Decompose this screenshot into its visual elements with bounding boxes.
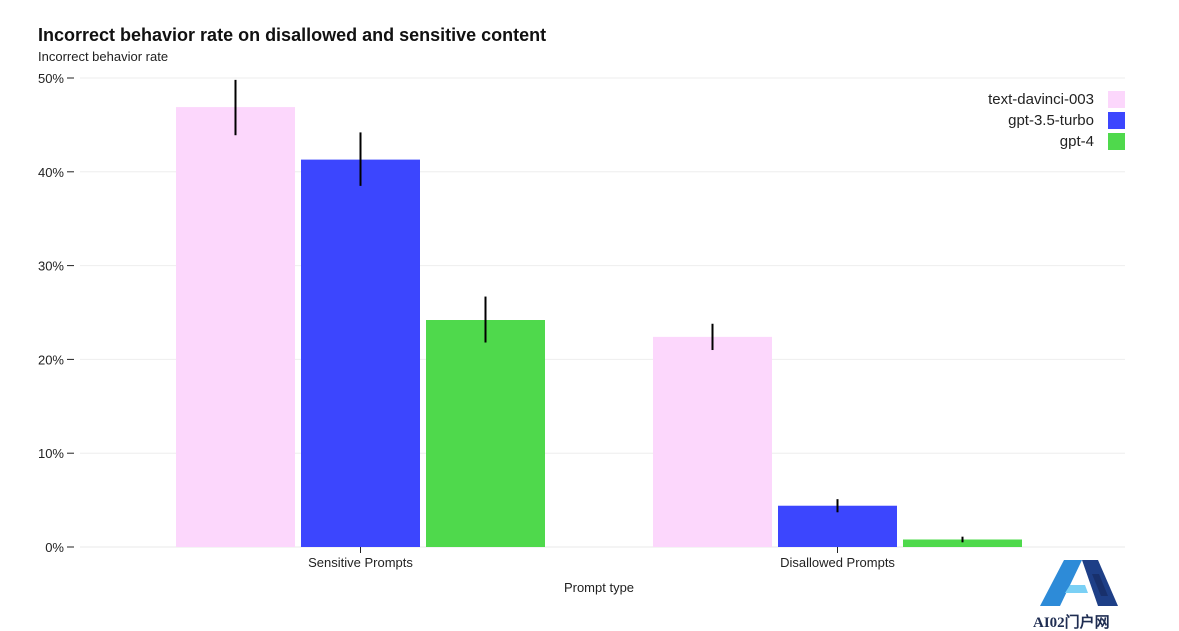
y-axis-label: Incorrect behavior rate xyxy=(38,49,168,64)
category-layer: Sensitive Prompts Disallowed Prompts xyxy=(308,547,895,570)
y-tick-label: 30% xyxy=(38,259,64,274)
legend-label: text-davinci-003 xyxy=(988,91,1094,108)
legend-swatch xyxy=(1108,112,1125,129)
bar-text-davinci-003-sensitive-prompts xyxy=(176,107,295,547)
tick-layer: 0% 10% 20% 30% 40% 50% xyxy=(38,71,74,555)
x-axis-label: Prompt type xyxy=(564,580,634,595)
legend-label: gpt-4 xyxy=(1060,133,1094,150)
bar-gpt-3-5-turbo-disallowed-prompts xyxy=(778,505,897,547)
y-tick-label: 40% xyxy=(38,165,64,180)
bar-gpt-4-disallowed-prompts xyxy=(903,539,1022,547)
y-tick-label: 10% xyxy=(38,446,64,461)
legend-swatch xyxy=(1108,91,1125,108)
y-tick-label: 20% xyxy=(38,352,64,367)
bar-text-davinci-003-disallowed-prompts xyxy=(653,336,772,547)
chart-title: Incorrect behavior rate on disallowed an… xyxy=(38,25,546,45)
bar-layer xyxy=(176,107,1022,547)
y-tick-label: 0% xyxy=(45,540,64,555)
legend-label: gpt-3.5-turbo xyxy=(1008,112,1094,129)
watermark-text: AI02门户网 xyxy=(1033,613,1110,631)
legend-layer: text-davinci-003 gpt-3.5-turbo gpt-4 xyxy=(988,91,1125,150)
watermark-logo: AI02门户网 xyxy=(1033,560,1118,631)
legend-swatch xyxy=(1108,133,1125,150)
x-category-label: Disallowed Prompts xyxy=(780,555,895,570)
bar-gpt-4-sensitive-prompts xyxy=(426,320,545,547)
ai-logo-icon xyxy=(1040,560,1118,606)
bar-gpt-3-5-turbo-sensitive-prompts xyxy=(301,159,420,547)
y-tick-label: 50% xyxy=(38,71,64,86)
x-category-label: Sensitive Prompts xyxy=(308,555,413,570)
error-layer xyxy=(234,79,964,543)
